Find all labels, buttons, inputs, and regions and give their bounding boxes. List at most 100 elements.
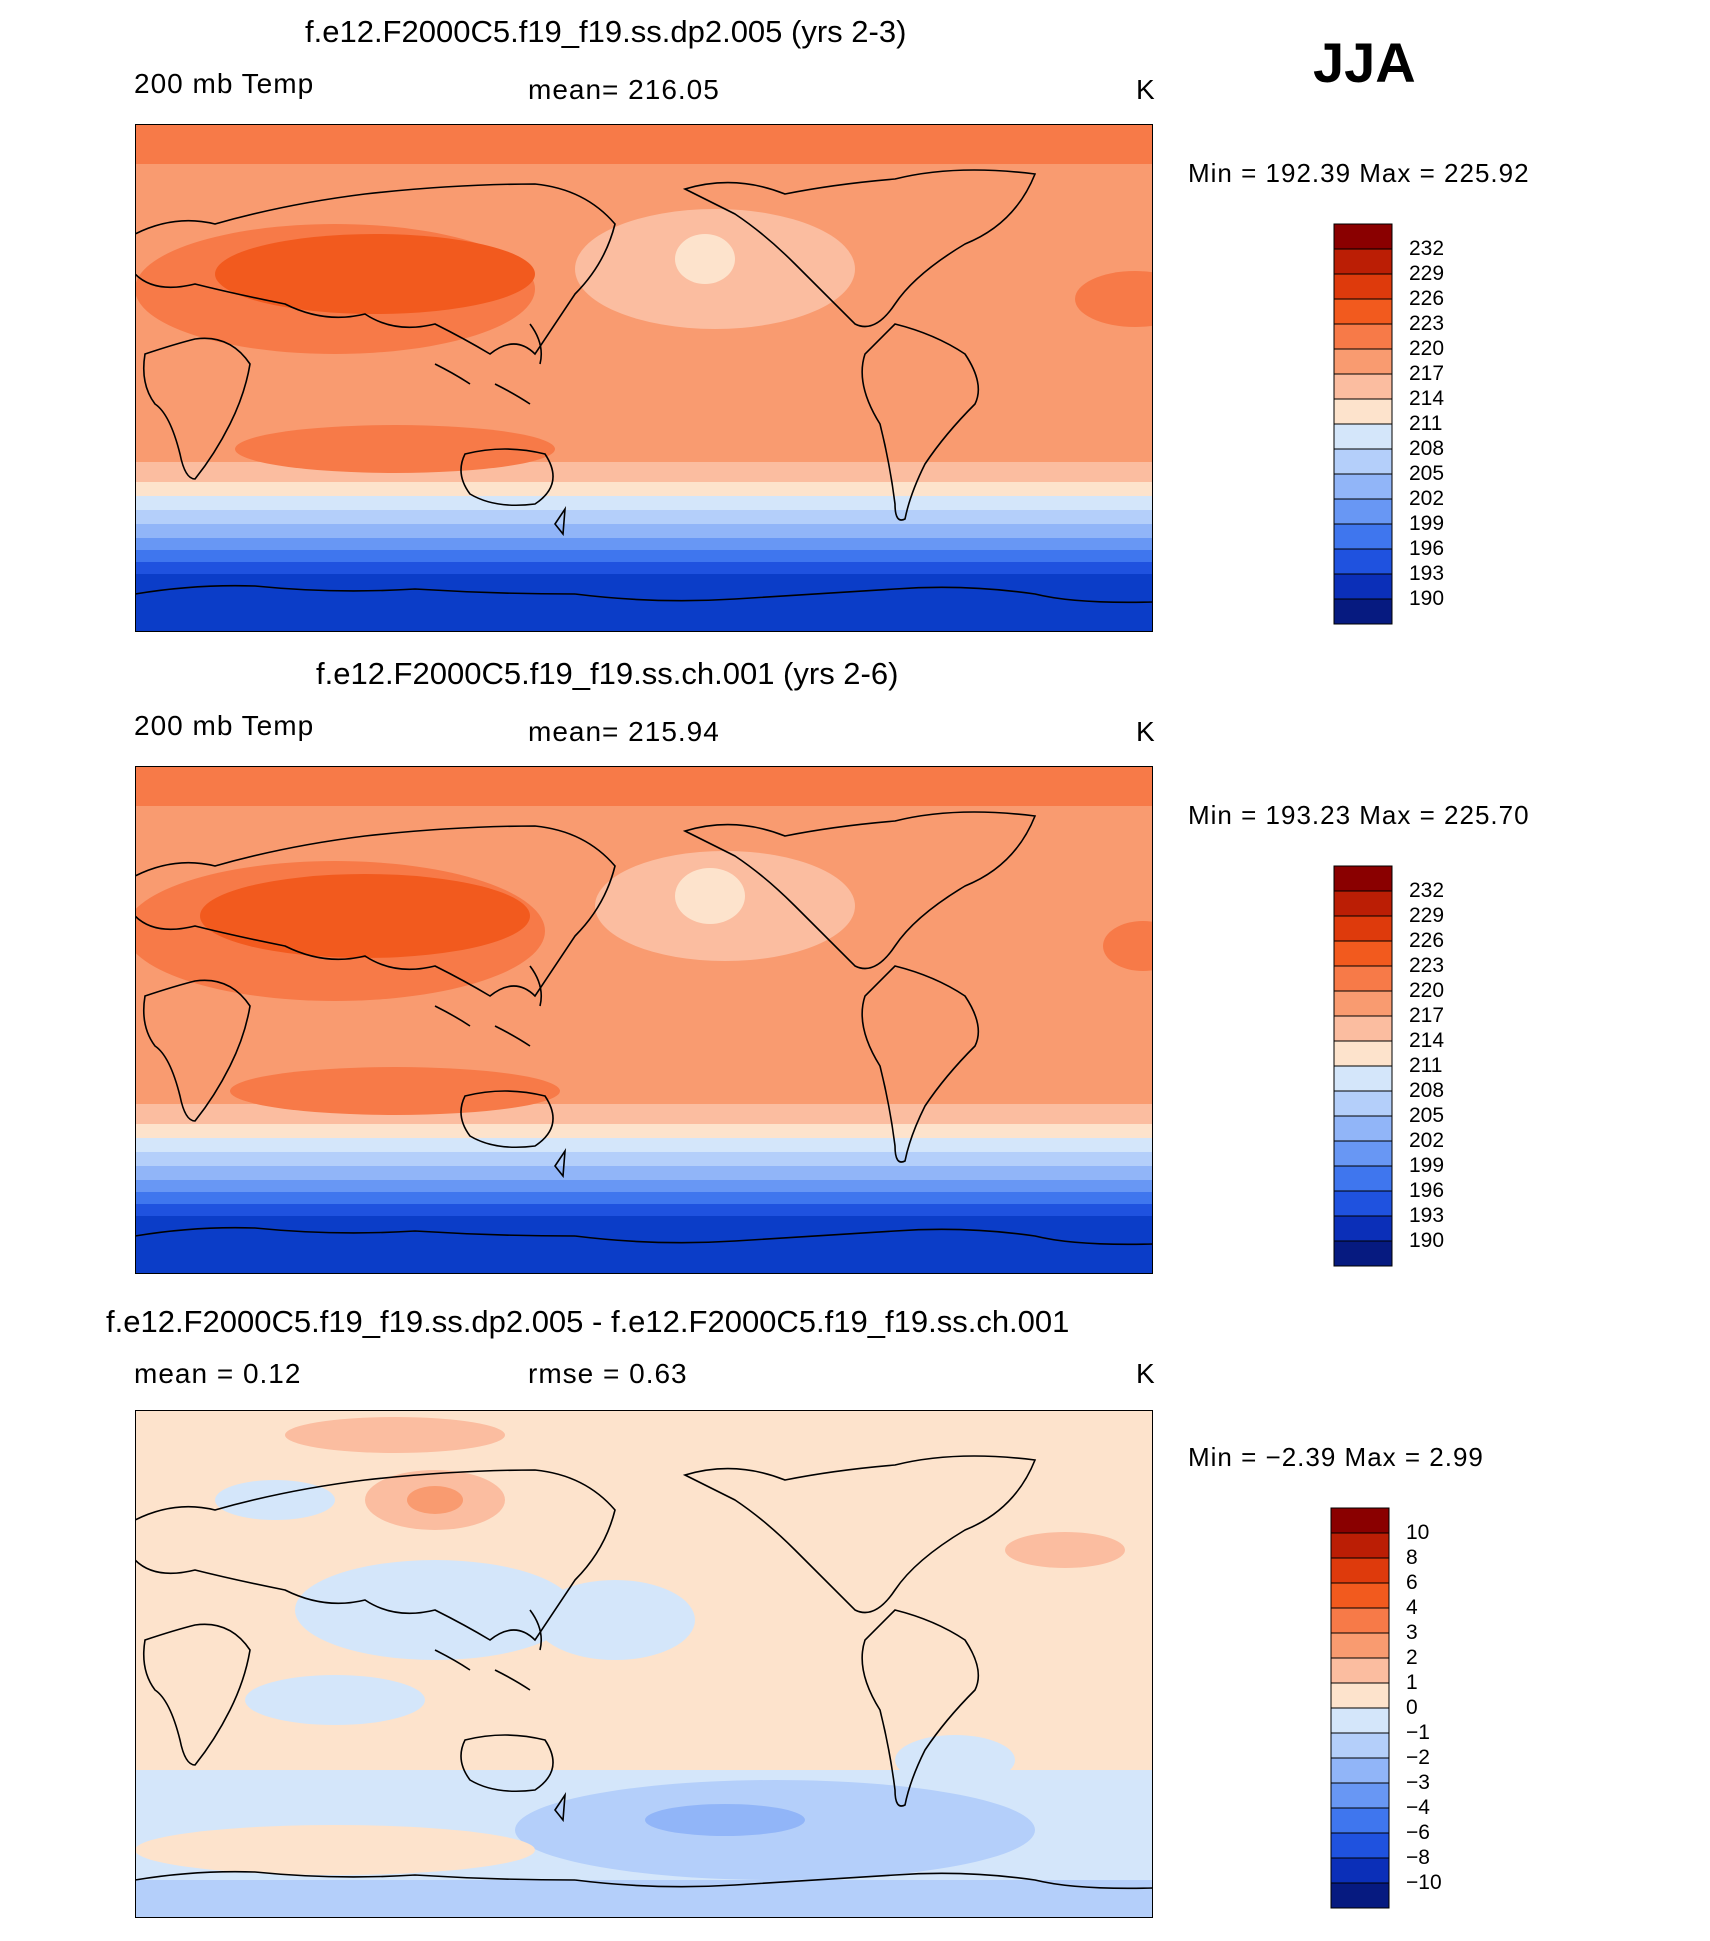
colorbar-3-swatch: [1330, 1582, 1390, 1609]
band-south-polar: [135, 1216, 1153, 1274]
panel-2-variable: 200 mb Temp: [134, 710, 315, 741]
colorbar-2-label: 217: [1409, 1004, 1445, 1027]
colorbar-3-label: −8: [1406, 1846, 1430, 1869]
colorbar-2-label: 220: [1409, 979, 1445, 1002]
colorbar-2-swatch: [1333, 1015, 1393, 1042]
colorbar-1-label: 208: [1409, 437, 1445, 460]
colorbar-3-swatch: [1330, 1807, 1390, 1834]
colorbar-3-swatch: [1330, 1882, 1390, 1909]
band-north-polar: [135, 124, 1153, 166]
colorbar-3-swatch: [1330, 1782, 1390, 1809]
colorbar-2-label: 223: [1409, 954, 1445, 977]
colorbar-2-swatch: [1333, 1190, 1393, 1217]
colorbar-3-label: 1: [1406, 1671, 1418, 1694]
panel-2-title: f.e12.F2000C5.f19_f19.ss.ch.001 (yrs 2-6…: [316, 656, 899, 691]
panel-1-units: K: [1136, 74, 1156, 105]
coastlines: [135, 1455, 1153, 1890]
panel-1-map: [135, 124, 1153, 632]
colorbar-1-swatch: [1333, 398, 1393, 425]
colorbar-1-label: 217: [1409, 362, 1445, 385]
band-north-mid: [135, 164, 1153, 216]
panel-1-minmax: Min = 192.39 Max = 225.92: [1188, 158, 1530, 188]
colorbar-2-swatch: [1333, 890, 1393, 917]
colorbar-3-label: 4: [1406, 1596, 1418, 1619]
colorbar-2-swatch: [1333, 965, 1393, 992]
colorbar-2-swatch: [1333, 990, 1393, 1017]
colorbar-2-swatch: [1333, 1165, 1393, 1192]
colorbar-3-swatch: [1330, 1857, 1390, 1884]
panel-3-minmax: Min = −2.39 Max = 2.99: [1188, 1442, 1484, 1472]
colorbar-1-label: 223: [1409, 312, 1445, 335]
colorbar-1-swatch: [1333, 273, 1393, 300]
panel-2-mean: mean= 215.94: [528, 716, 720, 747]
colorbar-3-swatch: [1330, 1682, 1390, 1709]
colorbar-2-label: 196: [1409, 1179, 1445, 1202]
colorbar-1-swatches: [1333, 223, 1393, 625]
colorbar-3-swatch: [1330, 1832, 1390, 1859]
colorbar-2-label: 232: [1409, 879, 1445, 902]
panel-1-title: f.e12.F2000C5.f19_f19.ss.dp2.005 (yrs 2-…: [305, 14, 907, 49]
colorbar-1-swatch: [1333, 348, 1393, 375]
colorbar-3-swatch: [1330, 1732, 1390, 1759]
colorbar-panel-2: 232 229 226 223 220 217 214 211 208 205 202 199 196 1…: [1333, 864, 1444, 1273]
colorbar-1-label: 226: [1409, 287, 1445, 310]
colorbar-3-swatches: [1330, 1507, 1390, 1909]
colorbar-1-label: 220: [1409, 337, 1445, 360]
colorbar-3-label: −1: [1406, 1721, 1430, 1744]
colorbar-1-label: 202: [1409, 487, 1445, 510]
colorbar-2-swatches: [1333, 865, 1393, 1267]
colorbar-1-swatch: [1333, 423, 1393, 450]
colorbar-1-swatch: [1333, 248, 1393, 275]
colorbar-2-swatch: [1333, 1040, 1393, 1067]
panel-2-minmax: Min = 193.23 Max = 225.70: [1188, 800, 1530, 830]
colorbar-3-label: 8: [1406, 1546, 1418, 1569]
colorbar-1-label: 205: [1409, 462, 1445, 485]
colorbar-3-swatch: [1330, 1507, 1390, 1534]
colorbar-2-label: 214: [1409, 1029, 1445, 1052]
colorbar-1-swatch: [1333, 298, 1393, 325]
colorbar-1-swatch: [1333, 323, 1393, 350]
colorbar-2-swatch: [1333, 1240, 1393, 1267]
colorbar-2-swatch: [1333, 1115, 1393, 1142]
panel-1-variable: 200 mb Temp: [134, 68, 315, 99]
panel-3-title: f.e12.F2000C5.f19_f19.ss.dp2.005 - f.e12…: [106, 1304, 1070, 1339]
colorbar-1-swatch: [1333, 223, 1393, 250]
colorbar-2-swatch: [1333, 915, 1393, 942]
panel-3-mean: mean = 0.12: [134, 1358, 302, 1389]
colorbar-panel-1: 232 229 226 223 220 217 214 211 208 205 202 199 196 1…: [1333, 222, 1444, 631]
colorbar-1-label: 214: [1409, 387, 1445, 410]
colorbar-1-label: 229: [1409, 262, 1445, 285]
band-south-polar: [135, 574, 1153, 632]
colorbar-3-label: 6: [1406, 1571, 1418, 1594]
colorbar-1-swatch: [1333, 598, 1393, 625]
band-north-mid: [135, 806, 1153, 858]
colorbar-2-swatch: [1333, 1140, 1393, 1167]
colorbar-1-swatch: [1333, 448, 1393, 475]
colorbar-2-label: 199: [1409, 1154, 1445, 1177]
colorbar-1-label: 211: [1409, 412, 1443, 435]
panel-2-units: K: [1136, 716, 1156, 747]
colorbar-3-label: 0: [1406, 1696, 1418, 1719]
colorbar-panel-3: 10 8 6 4 3 2 1 0 −1 −2 −3 −4 −6 −8 −10: [1330, 1506, 1442, 1915]
colorbar-2-label: 205: [1409, 1104, 1445, 1127]
colorbar-2-label: 193: [1409, 1204, 1445, 1227]
australia-warm: [235, 425, 555, 473]
season-label: JJA: [1313, 31, 1416, 94]
panel-3-units: K: [1136, 1358, 1156, 1389]
colorbar-3-label: −10: [1406, 1871, 1442, 1894]
colorbar-1-swatch: [1333, 473, 1393, 500]
colorbar-1-label: 232: [1409, 237, 1445, 260]
colorbar-1-swatch: [1333, 573, 1393, 600]
coastlines: [135, 811, 1153, 1246]
colorbar-3-swatch: [1330, 1707, 1390, 1734]
colorbar-1-label: 193: [1409, 562, 1445, 585]
colorbar-1-label: 190: [1409, 587, 1445, 610]
colorbar-1-swatch: [1333, 373, 1393, 400]
colorbar-3-swatch: [1330, 1632, 1390, 1659]
colorbar-3-swatch: [1330, 1607, 1390, 1634]
band-north-polar: [135, 766, 1153, 808]
colorbar-2-swatch: [1333, 940, 1393, 967]
panel-2-map: [135, 766, 1153, 1274]
colorbar-3-label: 3: [1406, 1621, 1418, 1644]
colorbar-3-swatch: [1330, 1757, 1390, 1784]
